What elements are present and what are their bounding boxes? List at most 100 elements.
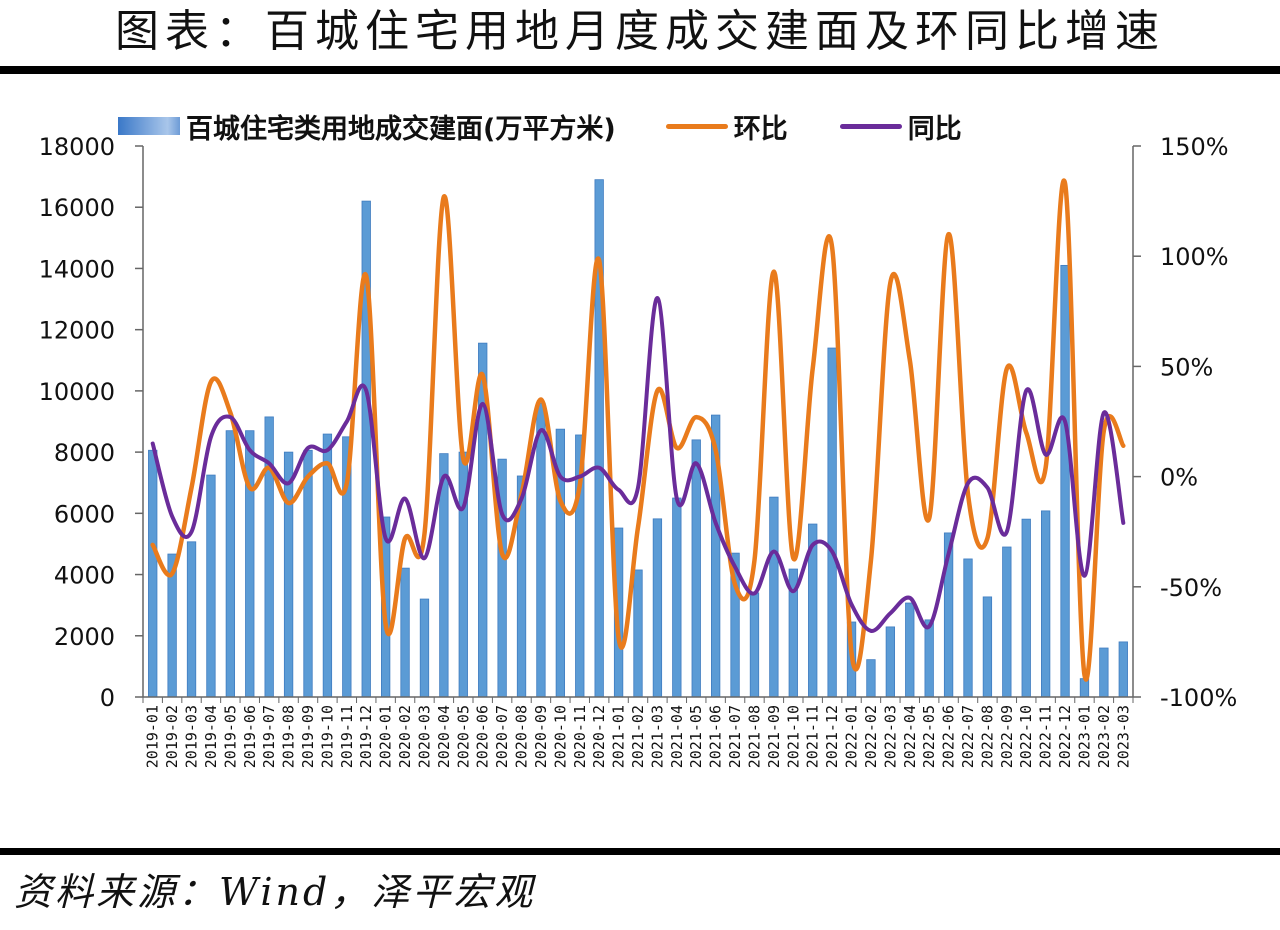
y2-tick-label: -50%	[1160, 574, 1222, 602]
x-tick-label: 2020-02	[396, 705, 414, 768]
x-tick-label: 2021-03	[648, 705, 666, 768]
x-tick-label: 2021-06	[707, 705, 725, 768]
legend-mom-label: 环比	[733, 113, 788, 145]
x-tick-label: 2020-09	[532, 705, 550, 768]
x-tick-label: 2023-01	[1075, 705, 1093, 768]
x-tick-label: 2020-08	[513, 705, 531, 768]
x-tick-label: 2022-03	[881, 705, 899, 768]
x-tick-label: 2022-10	[1017, 705, 1035, 768]
bar-2022-08	[982, 596, 993, 698]
x-tick-label: 2021-10	[784, 705, 802, 768]
bar-2022-03	[885, 626, 896, 698]
bar-swatch-icon	[118, 117, 180, 135]
bar-2020-02	[400, 567, 410, 698]
x-tick-label: 2022-05	[920, 705, 938, 768]
purple-line-swatch-icon	[839, 123, 902, 129]
x-tick-label: 2019-08	[280, 705, 298, 768]
x-tick-label: 2019-04	[202, 705, 220, 768]
bar-2022-07	[963, 558, 973, 698]
bar-2021-03	[652, 518, 663, 698]
y-tick-label: 8000	[54, 439, 115, 467]
bar-2023-02	[1099, 647, 1109, 698]
y2-tick-label: 0%	[1160, 464, 1198, 492]
x-tick-label: 2021-12	[823, 705, 841, 768]
y-tick-label: 18000	[39, 133, 115, 161]
x-tick-label: 2019-12	[357, 705, 375, 768]
bar-2023-01	[1079, 678, 1090, 698]
x-tick-label: 2021-08	[745, 705, 763, 768]
bar-2022-02	[866, 659, 876, 698]
bar-2021-02	[633, 569, 643, 698]
x-tick-label: 2022-08	[978, 705, 996, 768]
bar-2022-05	[924, 619, 934, 698]
x-tick-label: 2019-10	[318, 705, 336, 768]
x-tick-label: 2021-11	[804, 705, 822, 768]
x-tick-label: 2022-06	[940, 705, 958, 768]
x-tick-label: 2019-03	[183, 705, 201, 768]
x-tick-label: 2020-01	[377, 705, 395, 768]
bar-2019-09	[303, 449, 313, 698]
mom-line	[150, 178, 1126, 682]
y-tick-label: 12000	[39, 317, 115, 345]
bar-series	[148, 179, 1128, 698]
bar-2022-12	[1060, 264, 1070, 698]
x-tick-label: 2020-03	[415, 705, 433, 768]
x-tick-label: 2019-11	[338, 705, 356, 768]
x-tick-label: 2022-01	[843, 705, 861, 768]
x-tick-label: 2019-05	[221, 705, 239, 768]
x-tick-label: 2023-03	[1114, 705, 1132, 768]
bar-2020-09	[536, 402, 546, 698]
x-tick-label: 2021-01	[610, 705, 628, 768]
x-tick-label: 2020-11	[571, 705, 589, 768]
bar-2021-08	[749, 592, 760, 698]
bar-2022-10	[1021, 518, 1031, 698]
x-tick-label: 2020-12	[590, 705, 608, 768]
bar-2021-09	[769, 496, 779, 698]
top-divider	[0, 66, 1280, 74]
x-tick-label: 2019-06	[241, 705, 259, 768]
x-tick-label: 2020-05	[454, 705, 472, 768]
x-tick-label: 2019-02	[163, 705, 181, 768]
x-tick-label: 2019-09	[299, 705, 317, 768]
legend-yoy-label: 同比	[907, 113, 962, 145]
chart-title: 图表：百城住宅用地月度成交建面及环同比增速	[115, 6, 1165, 57]
bar-2019-08	[283, 451, 294, 698]
legend-item-yoy: 同比	[839, 107, 962, 146]
bar-2022-04	[905, 602, 915, 698]
x-tick-label: 2020-10	[551, 705, 569, 768]
bar-2021-05	[691, 439, 701, 698]
x-tick-label: 2020-07	[493, 705, 511, 768]
source-note: 资料来源：Wind，泽平宏观	[14, 870, 536, 914]
legend-item-bar: 百城住宅类用地成交建面(万平方米)	[118, 107, 616, 146]
combo-chart: 0 2000 4000 6000 8000 10000 12000 14000 16000 180…	[39, 133, 1238, 768]
yoy-line	[150, 296, 1126, 633]
x-tick-label: 2022-04	[901, 705, 919, 768]
bar-2022-09	[1002, 546, 1012, 698]
x-tick-label: 2021-09	[765, 705, 783, 768]
y-tick-label: 2000	[54, 623, 115, 651]
bar-2023-03	[1118, 641, 1128, 698]
axes: 0 2000 4000 6000 8000 10000 12000 14000 16000 180…	[39, 133, 1238, 768]
y-tick-label: 10000	[39, 378, 115, 406]
y-tick-label: 6000	[54, 500, 115, 528]
bar-2021-04	[672, 497, 682, 698]
bar-2019-03	[186, 541, 197, 698]
x-tick-label: 2022-12	[1056, 705, 1074, 768]
orange-line-swatch-icon	[665, 123, 728, 129]
y-tick-label: 0	[100, 684, 115, 712]
x-tick-label: 2022-11	[1037, 705, 1055, 768]
y-tick-label: 4000	[54, 562, 115, 590]
x-tick-label: 2020-06	[474, 705, 492, 768]
x-tick-label: 2019-01	[144, 705, 162, 768]
x-tick-label: 2021-04	[668, 705, 686, 768]
legend: 百城住宅类用地成交建面(万平方米) 环比 同比	[118, 106, 1002, 146]
bar-2019-01	[148, 449, 158, 698]
x-tick-label: 2021-02	[629, 705, 647, 768]
bar-2021-12	[827, 347, 837, 698]
x-tick-label: 2023-02	[1095, 705, 1113, 768]
y2-tick-label: 100%	[1160, 243, 1229, 271]
legend-item-mom: 环比	[665, 107, 788, 146]
bar-2019-10	[322, 433, 333, 698]
legend-bar-label: 百城住宅类用地成交建面(万平方米)	[186, 113, 616, 145]
x-tick-label: 2022-09	[998, 705, 1016, 768]
